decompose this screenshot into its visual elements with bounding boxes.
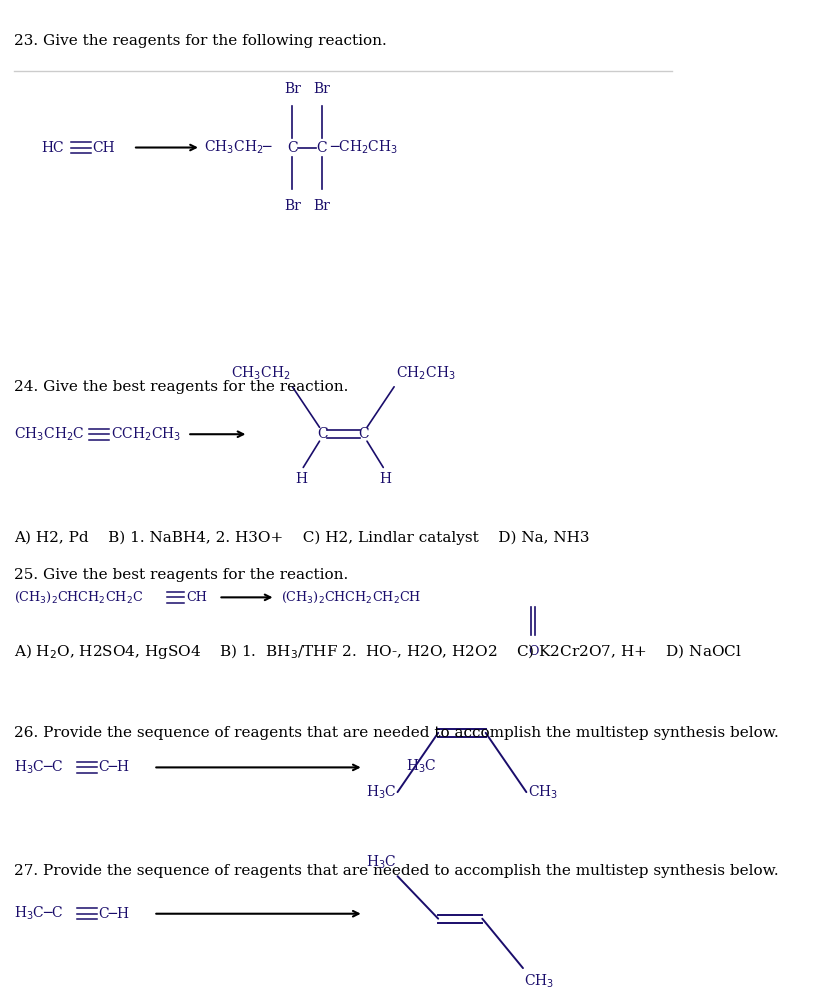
Text: 27. Provide the sequence of reagents that are needed to accomplish the multistep: 27. Provide the sequence of reagents tha… (14, 864, 779, 878)
Text: H$_3$C─C: H$_3$C─C (14, 758, 64, 776)
Text: H: H (379, 473, 391, 487)
Text: H: H (295, 473, 307, 487)
Text: CCH$_2$CH$_3$: CCH$_2$CH$_3$ (111, 426, 182, 443)
Text: Br: Br (313, 82, 330, 96)
Text: Br: Br (284, 82, 301, 96)
Text: H$_3$C: H$_3$C (407, 757, 437, 775)
Text: 26. Provide the sequence of reagents that are needed to accomplish the multistep: 26. Provide the sequence of reagents tha… (14, 726, 779, 740)
Text: H$_3$C: H$_3$C (365, 854, 396, 871)
Text: H$_3$C: H$_3$C (365, 783, 396, 801)
Text: A) H$_2$O, H2SO4, HgSO4    B) 1.  BH$_3$/THF 2.  HO-, H2O, H2O2    C) K2Cr2O7, H: A) H$_2$O, H2SO4, HgSO4 B) 1. BH$_3$/THF… (14, 641, 742, 661)
Text: 23. Give the reagents for the following reaction.: 23. Give the reagents for the following … (14, 34, 387, 48)
Text: CH: CH (186, 590, 207, 603)
Text: C─H: C─H (99, 760, 129, 774)
Text: 24. Give the best reagents for the reaction.: 24. Give the best reagents for the react… (14, 380, 349, 394)
Text: H$_3$C─C: H$_3$C─C (14, 905, 64, 922)
Text: Br: Br (313, 199, 330, 213)
Text: CH$_3$: CH$_3$ (524, 973, 555, 990)
Text: CH$_3$CH$_2$─: CH$_3$CH$_2$─ (204, 139, 273, 156)
Text: C─H: C─H (99, 907, 129, 921)
Text: CH$_3$CH$_2$C: CH$_3$CH$_2$C (14, 426, 85, 443)
Text: O: O (528, 644, 538, 657)
Text: 25. Give the best reagents for the reaction.: 25. Give the best reagents for the react… (14, 567, 349, 581)
Text: C: C (318, 428, 328, 442)
Text: C: C (316, 141, 327, 155)
Text: ─CH$_2$CH$_3$: ─CH$_2$CH$_3$ (330, 139, 398, 156)
Text: (CH$_3$)$_2$CHCH$_2$CH$_2$C: (CH$_3$)$_2$CHCH$_2$CH$_2$C (14, 589, 143, 605)
Text: CH$_2$CH$_3$: CH$_2$CH$_3$ (396, 365, 456, 382)
Text: CH: CH (92, 141, 115, 155)
Text: HC: HC (41, 141, 64, 155)
Text: C: C (358, 428, 369, 442)
Text: C: C (287, 141, 298, 155)
Text: CH$_3$CH$_2$: CH$_3$CH$_2$ (230, 365, 291, 382)
Text: (CH$_3$)$_2$CHCH$_2$CH$_2$CH: (CH$_3$)$_2$CHCH$_2$CH$_2$CH (281, 589, 421, 605)
Text: Br: Br (284, 199, 301, 213)
Text: CH$_3$: CH$_3$ (528, 783, 558, 801)
Text: A) H2, Pd    B) 1. NaBH4, 2. H3O+    C) H2, Lindlar catalyst    D) Na, NH3: A) H2, Pd B) 1. NaBH4, 2. H3O+ C) H2, Li… (14, 530, 590, 544)
